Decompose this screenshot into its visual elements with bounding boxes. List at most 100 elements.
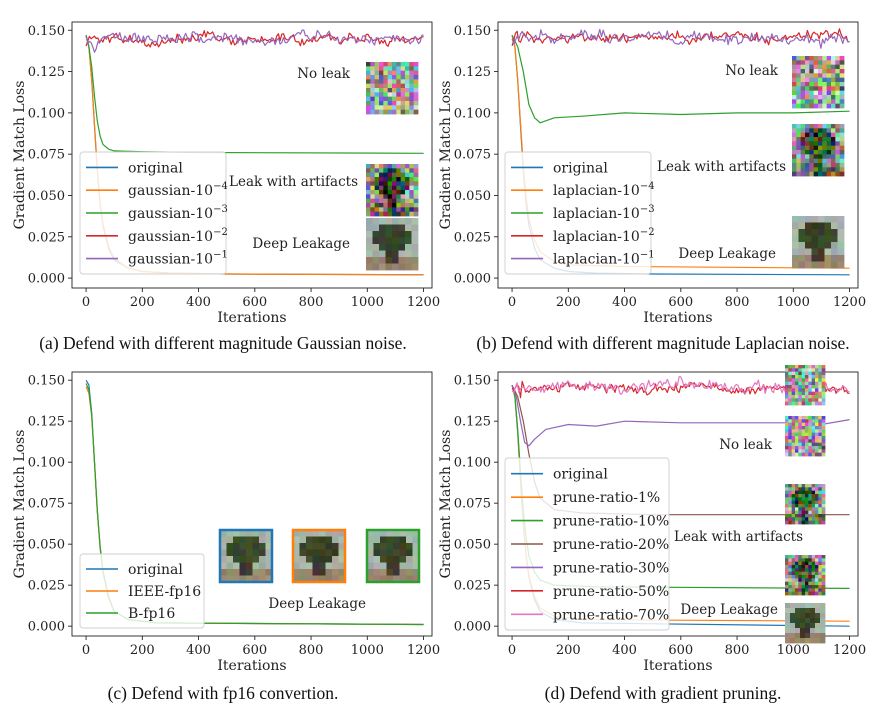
legend-label: prune-ratio-30% (553, 560, 669, 576)
y-axis-label: Gradient Match Loss (438, 81, 454, 230)
x-tick-label: 1000 (351, 643, 384, 658)
x-tick-label: 200 (130, 643, 155, 658)
annotation-text: No leak (725, 63, 779, 79)
x-tick-label: 1000 (777, 295, 810, 310)
reconstruction-image (366, 62, 419, 115)
reconstruction-image (366, 164, 419, 217)
y-tick-label: 0.000 (454, 620, 491, 635)
reconstruction-image (785, 555, 826, 596)
legend-label: gaussian-10−1 (128, 250, 228, 268)
legend-box (504, 151, 652, 275)
y-tick-label: 0.050 (454, 189, 491, 204)
y-tick-label: 0.075 (454, 497, 491, 512)
legend-label: prune-ratio-20% (553, 537, 669, 553)
x-axis-label: Iterations (643, 658, 712, 674)
x-tick-label: 0 (82, 295, 90, 310)
reconstruction-image (291, 528, 347, 584)
legend-label: laplacian-10−4 (553, 181, 655, 199)
axes-frame (71, 21, 433, 289)
legend-label: laplacian-10−3 (553, 204, 655, 222)
legend: original gaussian-10−4 gaussian-10−3 gaussi… (79, 151, 228, 275)
legend: original prune-ratio-1% prune-ratio-10% pru… (504, 457, 670, 631)
chart-panel: 0 200 400 600 800 1000 1200 0.000 0.025 0.050 0.07… (438, 365, 866, 674)
reconstruction-image (792, 124, 845, 177)
x-axis-label: Iterations (217, 310, 286, 326)
axes-frame (497, 21, 859, 289)
legend-label: prune-ratio-10% (553, 514, 669, 530)
y-tick-label: 0.150 (28, 374, 65, 389)
x-tick-label: 200 (556, 295, 581, 310)
x-tick-label: 0 (508, 295, 516, 310)
x-tick-label: 0 (508, 643, 516, 658)
legend-label: original (553, 467, 608, 483)
axes-frame (497, 371, 859, 637)
x-tick-label: 1200 (407, 295, 440, 310)
legend-label: original (553, 160, 608, 176)
y-tick-label: 0.000 (454, 272, 491, 287)
y-tick-label: 0.150 (28, 24, 65, 39)
reconstruction-image (218, 528, 274, 584)
annotation-text: Leak with artifacts (657, 159, 786, 175)
legend-label: gaussian-10−4 (128, 181, 228, 199)
y-tick-label: 0.125 (454, 415, 491, 430)
legend-label: B-fp16 (128, 606, 175, 622)
x-tick-label: 1200 (833, 643, 866, 658)
y-tick-label: 0.100 (28, 106, 65, 121)
reconstruction-image (792, 216, 845, 269)
chart-panel: 0 200 400 600 800 1000 1200 0.000 0.025 0.050 0.07… (12, 371, 440, 674)
legend-label: prune-ratio-50% (553, 584, 669, 600)
y-tick-label: 0.050 (454, 538, 491, 553)
caption-d: (d) Defend with gradient pruning. (544, 683, 782, 703)
reconstruction-image (792, 56, 845, 109)
legend-label: prune-ratio-70% (553, 607, 669, 623)
x-tick-label: 400 (186, 643, 211, 658)
annotation-text: Deep Leakage (268, 596, 366, 612)
x-tick-label: 1000 (351, 295, 384, 310)
y-tick-label: 0.100 (454, 106, 491, 121)
x-tick-label: 600 (668, 295, 693, 310)
y-tick-label: 0.025 (28, 230, 65, 245)
x-tick-label: 600 (242, 295, 267, 310)
image-frame (218, 528, 274, 584)
annotation-text: No leak (297, 66, 351, 82)
annotation-text: No leak (719, 437, 773, 453)
y-axis-label: Gradient Match Loss (12, 430, 28, 579)
y-axis-label: Gradient Match Loss (12, 81, 28, 230)
x-tick-label: 200 (130, 295, 155, 310)
reconstruction-image (365, 528, 421, 584)
y-tick-label: 0.050 (28, 538, 65, 553)
x-axis-label: Iterations (643, 310, 712, 326)
chart-panel: 0 200 400 600 800 1000 1200 0.000 0.025 0.050 0.07… (12, 21, 440, 326)
y-tick-label: 0.150 (454, 24, 491, 39)
y-tick-label: 0.075 (28, 497, 65, 512)
x-tick-label: 400 (612, 295, 637, 310)
reconstruction-image (785, 603, 826, 644)
legend-box (504, 457, 670, 631)
legend-box (79, 553, 205, 629)
x-tick-label: 800 (725, 643, 750, 658)
y-tick-label: 0.025 (454, 579, 491, 594)
image-frame (291, 528, 347, 584)
legend-label: prune-ratio-1% (553, 490, 660, 506)
y-tick-label: 0.150 (454, 374, 491, 389)
y-tick-label: 0.100 (28, 456, 65, 471)
annotation-text: Deep Leakage (680, 602, 778, 618)
reconstruction-image (785, 484, 826, 525)
y-axis-label: Gradient Match Loss (438, 430, 454, 579)
annotation-text: Leak with artifacts (674, 529, 803, 545)
x-tick-label: 800 (299, 295, 324, 310)
legend-label: IEEE-fp16 (128, 584, 201, 600)
x-tick-label: 400 (186, 295, 211, 310)
chart-panel: 0 200 400 600 800 1000 1200 0.000 0.025 0.050 0.07… (438, 21, 866, 326)
image-frame (365, 528, 421, 584)
legend-label: original (128, 160, 183, 176)
legend-label: laplacian-10−2 (553, 227, 655, 245)
legend-label: gaussian-10−3 (128, 204, 228, 222)
x-tick-label: 800 (725, 295, 750, 310)
series-line (511, 28, 850, 46)
annotation-text: Leak with artifacts (229, 174, 358, 190)
series-line (85, 29, 424, 53)
y-tick-label: 0.025 (454, 230, 491, 245)
caption-c: (c) Defend with fp16 convertion. (107, 683, 339, 703)
